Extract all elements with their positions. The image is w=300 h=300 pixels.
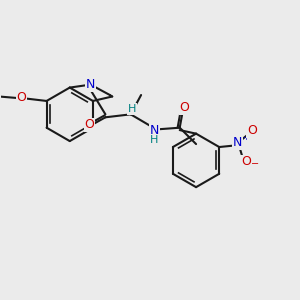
Text: O: O — [247, 124, 257, 137]
Text: O: O — [16, 92, 26, 104]
Text: N: N — [150, 124, 159, 137]
Text: N: N — [233, 136, 242, 149]
Text: H: H — [150, 135, 159, 145]
Text: −: − — [251, 159, 260, 169]
Text: +: + — [242, 133, 249, 142]
Text: N: N — [86, 78, 95, 91]
Text: H: H — [128, 104, 136, 114]
Text: O: O — [84, 118, 94, 131]
Text: O: O — [241, 155, 251, 168]
Text: O: O — [179, 101, 189, 114]
